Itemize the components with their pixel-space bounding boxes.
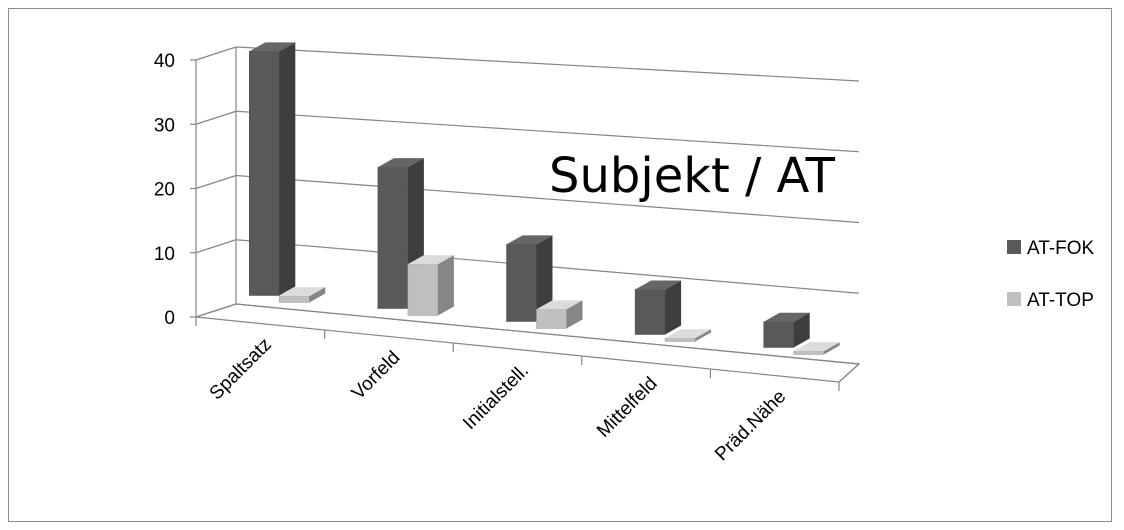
side-gridline	[196, 111, 236, 124]
floor-right-edge	[839, 364, 859, 382]
gridline	[236, 47, 859, 81]
x-category-label: Initialstell.	[459, 360, 533, 434]
bar-at-fok-3	[635, 281, 681, 335]
side-gridline	[196, 47, 236, 60]
bar-at-fok-0	[249, 42, 295, 295]
y-tick-label: 10	[154, 244, 175, 265]
gridline	[236, 111, 859, 152]
y-tick-label: 0	[164, 308, 175, 329]
y-tick-label: 40	[154, 51, 175, 72]
x-category-label: Mittelfeld	[593, 373, 662, 442]
bar-at-top-4	[794, 342, 840, 354]
chart-title: Subjekt / AT	[549, 148, 836, 204]
x-category-label: Spaltsatz	[206, 334, 276, 404]
legend-swatch	[1007, 240, 1021, 254]
x-category-label: Präd.Nähe	[711, 386, 790, 465]
bar-at-top-1	[408, 255, 454, 315]
y-tick-label: 20	[154, 180, 175, 201]
side-gridline	[196, 240, 236, 253]
x-category-label: Vorfeld	[348, 347, 405, 404]
chart-frame: 0 10 20 30 40 Spaltsatz Vorfeld Initialstell. Mi…	[8, 8, 1112, 522]
legend: AT-FOK AT-TOP	[1007, 238, 1095, 311]
legend-swatch	[1007, 292, 1021, 306]
bar-at-top-3	[665, 329, 711, 341]
bar-at-fok-4	[764, 313, 810, 348]
legend-label: AT-TOP	[1027, 290, 1094, 311]
chart-canvas: 0 10 20 30 40 Spaltsatz Vorfeld Initialstell. Mi…	[9, 9, 1113, 523]
legend-label: AT-FOK	[1027, 238, 1095, 259]
y-tick-label: 30	[154, 115, 175, 136]
legend-item-at-top: AT-TOP	[1007, 290, 1094, 311]
side-gridline	[196, 176, 236, 189]
legend-item-at-fok: AT-FOK	[1007, 238, 1095, 259]
